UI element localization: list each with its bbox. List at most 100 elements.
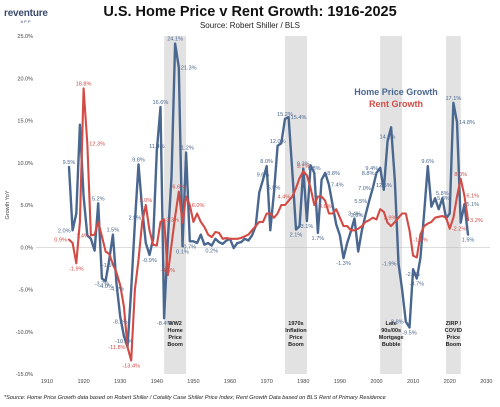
x-tick-label: 2020 <box>444 379 456 385</box>
home-price-data-label: -10.5% <box>115 339 133 345</box>
rent-data-label: -2.2% <box>452 227 467 233</box>
home-price-data-label: -4.3% <box>109 287 124 293</box>
x-tick-label: 1910 <box>41 379 53 385</box>
home-price-data-label: 0.2% <box>205 249 218 255</box>
home-price-data-label: 9.5% <box>63 160 76 166</box>
rent-data-label: 1.4% <box>76 233 89 239</box>
rent-data-label: -13.4% <box>122 363 140 369</box>
shaded-period-label: Boom <box>167 342 183 348</box>
shaded-period-label: 1970s <box>288 321 303 327</box>
rent-data-label: 4.4% <box>278 195 291 201</box>
y-tick-label: -15.0% <box>16 372 34 378</box>
x-tick-label: 1950 <box>187 379 199 385</box>
home-price-data-label: 14.2% <box>380 135 396 141</box>
home-price-data-label: 17.1% <box>445 96 461 102</box>
rent-growth-line <box>67 87 470 362</box>
home-price-data-label: -1.9% <box>382 261 397 267</box>
home-price-data-label: 5.1% <box>466 202 479 208</box>
shaded-period-label: Inflation <box>285 328 307 334</box>
rent-data-label: 3.2% <box>470 218 483 224</box>
x-tick-label: 1970 <box>261 379 273 385</box>
shaded-period-label: ZIRP / <box>446 321 462 327</box>
logo-sub-text: APP <box>20 19 32 24</box>
reventure-logo: reventure APP <box>4 3 48 24</box>
y-tick-label: 5.0% <box>20 203 33 209</box>
shaded-period-label: Boom <box>446 342 462 348</box>
home-price-data-label: 5.8% <box>436 191 449 197</box>
y-axis-label: Growth YoY <box>5 190 11 219</box>
y-tick-label: -5.0% <box>19 288 33 294</box>
rent-data-label: -1.9% <box>69 266 84 272</box>
home-price-data-label: 2.0% <box>58 228 71 234</box>
home-price-data-label: 24.1% <box>167 37 183 43</box>
home-price-data-label: 21.3% <box>181 65 197 71</box>
home-price-data-label: 1.5% <box>107 228 120 234</box>
home-price-data-label: 2.1% <box>290 233 303 239</box>
home-price-data-label: 8.0% <box>260 159 273 165</box>
home-price-data-label: 1.5% <box>462 238 475 244</box>
logo-brand-text: reventure <box>4 8 48 19</box>
rent-data-label: 5.0% <box>139 198 152 204</box>
home-price-data-label: 14.8% <box>459 120 475 126</box>
x-tick-label: 1990 <box>334 379 346 385</box>
rent-data-label: 0.9% <box>54 238 67 244</box>
y-tick-label: 10.0% <box>17 161 33 167</box>
shaded-period-label: Home <box>167 328 182 334</box>
home-price-data-label: 7.0% <box>358 186 371 192</box>
chart-title: U.S. Home Price v Rent Growth: 1916-2025 <box>103 4 397 20</box>
home-price-data-label: 3.1% <box>301 224 314 230</box>
rent-data-label: -1.3% <box>413 238 428 244</box>
y-tick-label: 0.0% <box>20 245 33 251</box>
home-price-data-label: -8.8% <box>389 320 404 326</box>
home-price-data-label: -3.7% <box>409 282 424 288</box>
x-tick-label: 1930 <box>114 379 126 385</box>
home-price-data-label: 2.9% <box>128 216 141 222</box>
x-tick-label: 1980 <box>297 379 309 385</box>
rent-data-label: 12.3% <box>89 141 105 147</box>
legend-rent-growth: Rent Growth <box>369 99 423 109</box>
home-price-data-label: -0.9% <box>142 258 157 264</box>
rent-data-label: -3.3% <box>160 268 175 274</box>
home-price-growth-line <box>67 42 470 349</box>
shaded-period-label: Price <box>447 335 460 341</box>
x-tick-label: 1940 <box>151 379 163 385</box>
shaded-period-label: Price <box>289 335 302 341</box>
home-price-data-label: 7.4% <box>331 183 344 189</box>
shaded-period-2 <box>380 36 403 374</box>
home-price-data-label: 12.5% <box>376 183 392 189</box>
home-price-data-label: 15.4% <box>291 115 307 121</box>
shaded-period-label: Late <box>385 321 396 327</box>
legend-home-price-growth: Home Price Growth <box>354 87 438 97</box>
home-price-data-label: 11.4% <box>149 144 164 150</box>
home-price-data-label: 3.4% <box>348 212 361 218</box>
rent-data-label: 9.7% <box>297 164 310 170</box>
home-price-data-label: 5.2% <box>92 196 105 202</box>
home-price-data-label: 5.8% <box>437 196 450 202</box>
home-price-data-label: 3.8% <box>351 213 364 219</box>
rent-data-label: 3.6% <box>319 204 332 210</box>
shaded-period-label: Boom <box>288 342 304 348</box>
x-tick-label: 2000 <box>370 379 382 385</box>
source-footnote: *Source: Home Price Growth data based on… <box>4 395 386 401</box>
x-tick-label: 2010 <box>407 379 419 385</box>
home-price-data-label: 16.6% <box>153 100 169 106</box>
home-price-data-label: 5.5% <box>354 199 367 205</box>
home-price-data-label: 9.3% <box>297 162 310 168</box>
home-price-data-label: 9.6% <box>257 173 270 179</box>
rent-data-label: 6.1% <box>466 194 479 200</box>
shaded-period-1 <box>284 36 307 374</box>
rent-data-label: 3.3% <box>166 217 179 223</box>
y-tick-label: -10.0% <box>16 330 34 336</box>
home-price-data-label: 11.2% <box>178 146 193 152</box>
home-price-data-label: -3.7% <box>95 282 110 288</box>
rent-data-label: -11.8% <box>108 345 125 351</box>
home-price-data-label: -8.2% <box>113 320 128 326</box>
rent-data-label: 6.0% <box>192 203 205 209</box>
home-price-data-label: 8.8% <box>327 171 340 177</box>
rent-data-label: 8.0% <box>454 172 467 178</box>
home-price-data-label: -8.4% <box>157 321 172 327</box>
x-tick-label: 1960 <box>224 379 236 385</box>
home-price-data-label: 12.0% <box>270 139 286 145</box>
home-price-data-label: -1.5% <box>102 263 117 269</box>
